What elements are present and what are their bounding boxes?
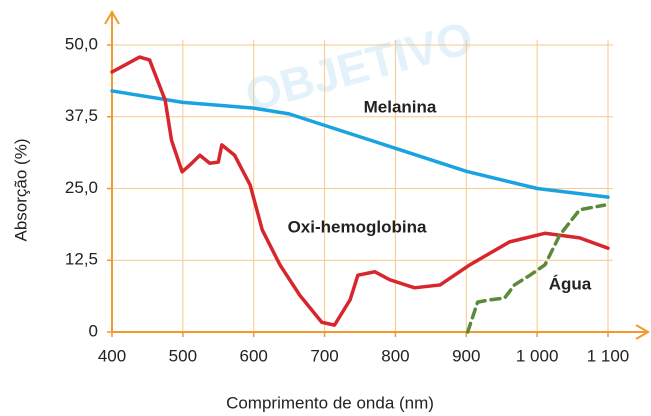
x-tick-label: 700 [310, 346, 338, 365]
x-tick-label: 400 [98, 346, 126, 365]
x-tick-label: 600 [240, 346, 268, 365]
x-tick-label: 900 [452, 346, 480, 365]
series-line [465, 203, 607, 334]
series-line [110, 89, 610, 199]
series-label: Água [549, 274, 592, 293]
y-tick-label: 0 [89, 321, 98, 340]
y-tick-label: 50,0 [65, 34, 98, 53]
x-tick-label: 500 [169, 346, 197, 365]
y-tick-label: 12,5 [65, 250, 98, 269]
x-tick-label: 1 000 [516, 346, 559, 365]
y-tick-label: 37,5 [65, 106, 98, 125]
y-tick-label: 25,0 [65, 178, 98, 197]
y-axis-arrow [104, 10, 120, 25]
x-axis-label: Comprimento de onda (nm) [226, 393, 434, 412]
x-axis-arrow [635, 324, 650, 340]
x-tick-label: 1 100 [587, 346, 630, 365]
x-tick-label: 800 [381, 346, 409, 365]
y-axis-label: Absorção (%) [11, 139, 30, 242]
series-line [110, 55, 610, 327]
series-label: Melanina [364, 97, 437, 116]
watermark: OBJETIVO [240, 11, 478, 121]
series-label: Oxi-hemoglobina [288, 217, 427, 236]
